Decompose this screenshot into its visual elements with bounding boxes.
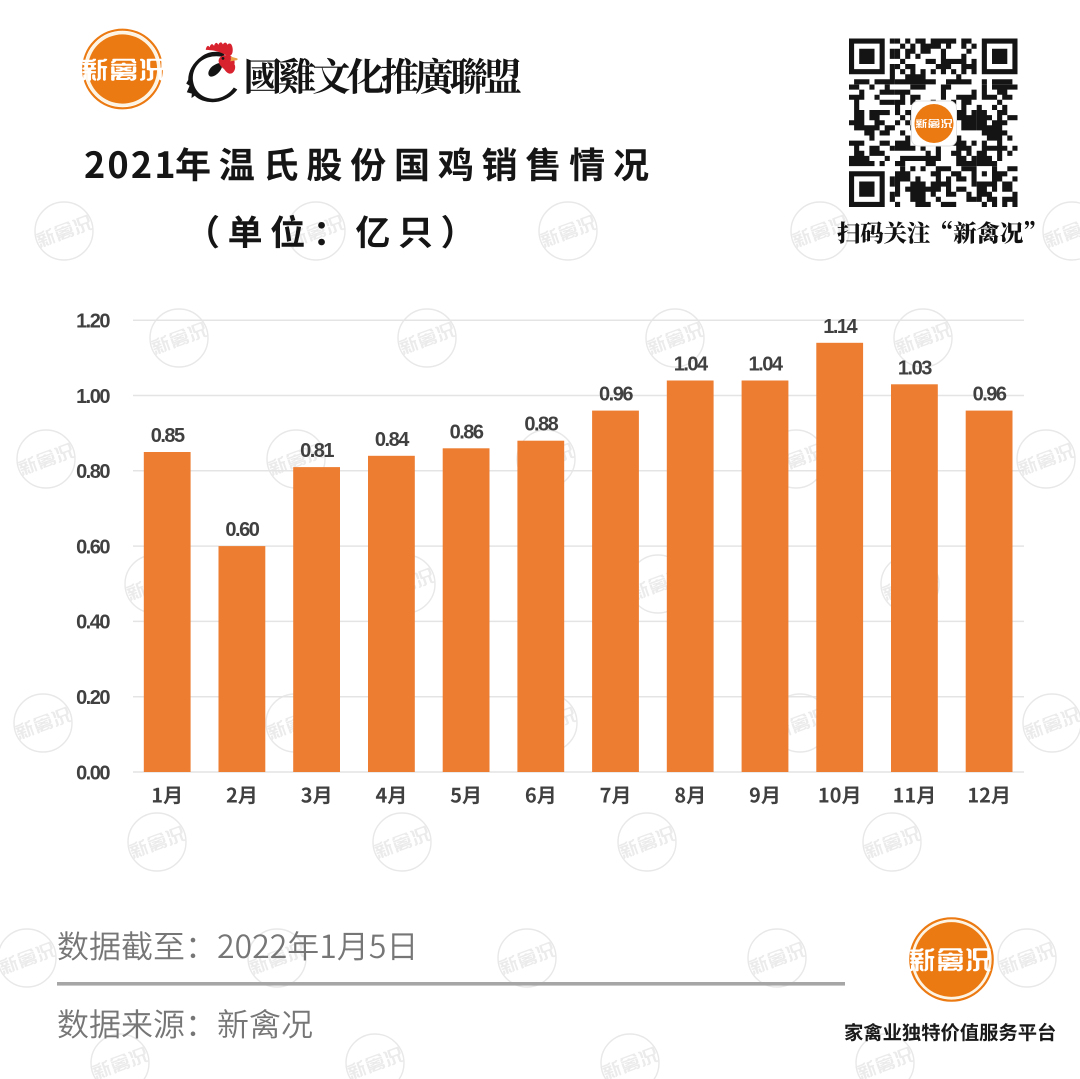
svg-text:0.20: 0.20 bbox=[76, 687, 110, 709]
svg-text:0.96: 0.96 bbox=[599, 384, 633, 406]
svg-text:0.60: 0.60 bbox=[76, 536, 110, 558]
svg-text:0.40: 0.40 bbox=[76, 612, 110, 634]
svg-text:0.88: 0.88 bbox=[524, 414, 558, 436]
svg-text:0.96: 0.96 bbox=[973, 384, 1007, 406]
svg-text:0.84: 0.84 bbox=[375, 429, 410, 451]
svg-text:0.81: 0.81 bbox=[300, 440, 334, 462]
svg-text:0.85: 0.85 bbox=[151, 425, 185, 447]
svg-text:1.03: 1.03 bbox=[898, 357, 932, 379]
svg-text:1.20: 1.20 bbox=[76, 311, 110, 333]
svg-text:0.80: 0.80 bbox=[76, 461, 110, 483]
svg-text:1.04: 1.04 bbox=[749, 354, 784, 376]
svg-text:1.04: 1.04 bbox=[674, 354, 709, 376]
svg-text:0.86: 0.86 bbox=[450, 421, 484, 443]
svg-text:1.14: 1.14 bbox=[823, 316, 858, 338]
svg-text:0.00: 0.00 bbox=[76, 762, 110, 784]
svg-text:0.60: 0.60 bbox=[225, 519, 259, 541]
svg-text:1.00: 1.00 bbox=[76, 386, 110, 408]
